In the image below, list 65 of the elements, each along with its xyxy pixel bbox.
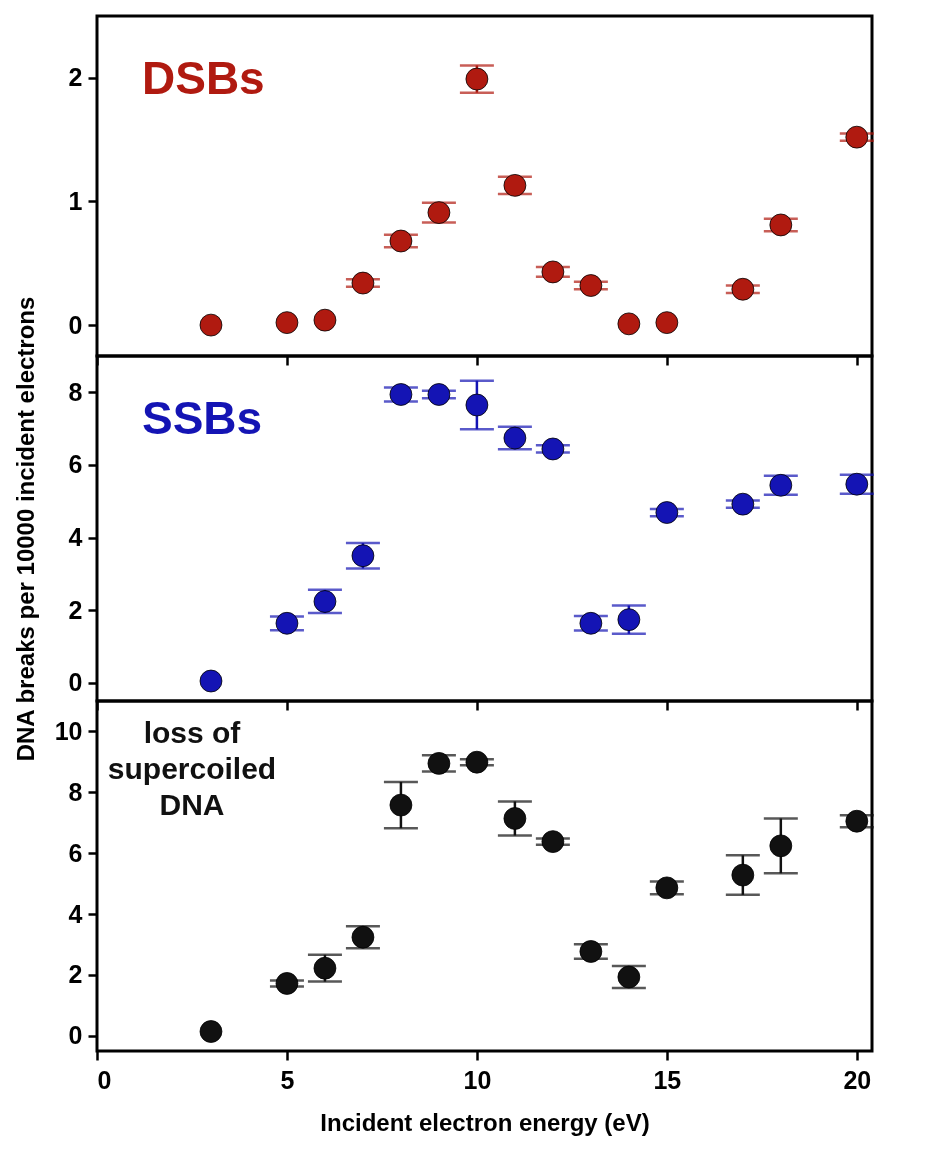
point <box>731 492 755 516</box>
point <box>199 1020 223 1043</box>
point <box>389 383 413 406</box>
point <box>199 669 223 693</box>
point <box>351 925 375 949</box>
point <box>731 277 755 301</box>
point <box>427 201 451 224</box>
text: DSBs <box>142 52 265 104</box>
point <box>503 174 527 197</box>
y-tick-label: 0 <box>68 310 83 339</box>
point <box>617 312 641 336</box>
point <box>427 752 451 775</box>
x-tick-label: 15 <box>653 1065 682 1094</box>
point <box>389 793 413 817</box>
y-tick-label: 2 <box>68 63 83 92</box>
y-tick-label: 0 <box>68 1021 83 1050</box>
point <box>769 213 793 237</box>
point <box>465 393 489 417</box>
x-tick-label: 0 <box>97 1065 112 1094</box>
y-tick-label: 0 <box>68 668 83 697</box>
point <box>541 260 565 284</box>
point <box>769 473 793 497</box>
point <box>731 863 755 887</box>
point <box>655 876 679 900</box>
x-tick-label: 20 <box>843 1065 872 1094</box>
point <box>617 965 641 989</box>
point <box>275 972 299 995</box>
point <box>845 125 869 149</box>
point <box>313 308 337 332</box>
point <box>769 834 793 858</box>
point <box>389 229 413 253</box>
x-tick-label: 10 <box>463 1065 492 1094</box>
x-axis-title: Incident electron energy (eV) <box>320 1108 650 1136</box>
point <box>503 807 527 830</box>
x-tick-label: 5 <box>280 1065 295 1094</box>
point <box>579 611 603 635</box>
y-tick-label: 2 <box>68 595 83 624</box>
point <box>541 437 565 461</box>
point <box>275 611 299 635</box>
point <box>313 956 337 980</box>
y-tick-label: 6 <box>68 450 83 479</box>
y-tick-label: 4 <box>68 523 83 552</box>
point <box>845 472 869 496</box>
y-tick-label: 8 <box>68 777 83 806</box>
point <box>541 830 565 853</box>
point <box>617 608 641 631</box>
point <box>351 544 375 568</box>
point <box>845 809 869 833</box>
point <box>313 590 337 613</box>
y-tick-label: 2 <box>68 960 83 989</box>
y-tick-label: 6 <box>68 838 83 867</box>
point <box>351 271 375 295</box>
point <box>579 940 603 963</box>
y-tick-label: 4 <box>68 899 83 928</box>
text: SSBs <box>142 392 263 444</box>
point <box>465 67 489 91</box>
y-tick-label: 8 <box>68 377 83 406</box>
y-tick-label: 1 <box>68 186 83 215</box>
text: loss of supercoiled DNA <box>107 716 277 821</box>
point <box>199 313 223 337</box>
point <box>503 426 527 450</box>
y-tick-label: 10 <box>54 716 83 745</box>
point <box>275 311 299 334</box>
point <box>655 311 679 334</box>
y-axis-title: DNA breaks per 10000 incident electrons <box>11 296 39 762</box>
